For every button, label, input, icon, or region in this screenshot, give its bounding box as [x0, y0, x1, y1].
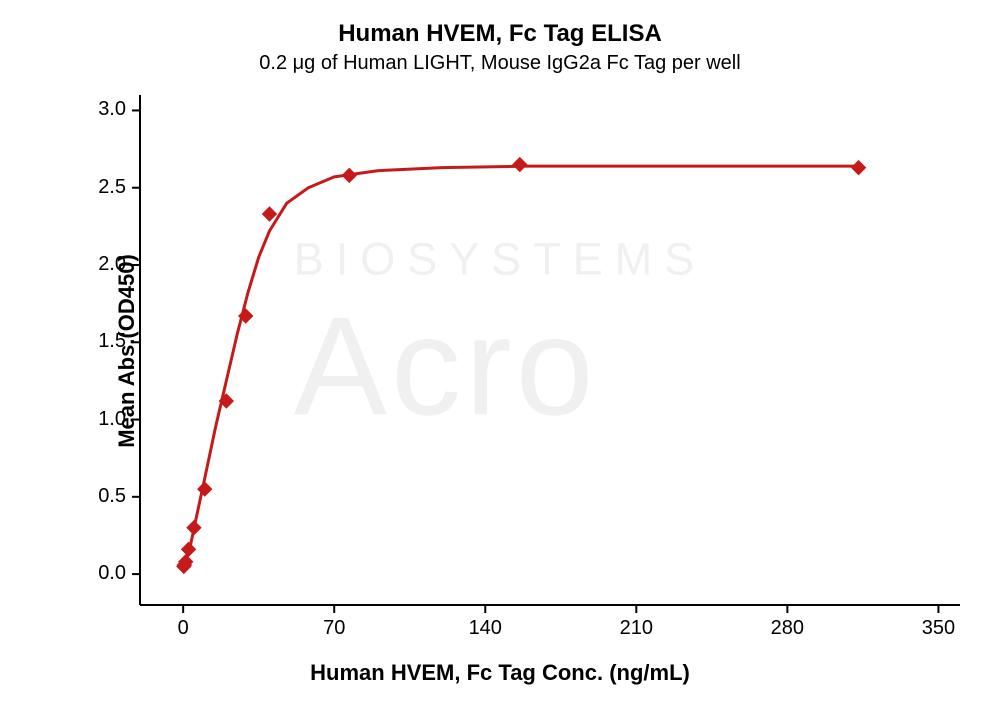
x-tick-label: 210	[616, 617, 656, 640]
y-tick-label: 1.5	[98, 330, 126, 353]
data-point	[342, 168, 356, 182]
data-point	[182, 542, 196, 556]
y-tick-label: 1.0	[98, 408, 126, 431]
x-tick-label: 0	[163, 617, 203, 640]
chart-title: Human HVEM, Fc Tag ELISA	[0, 20, 1000, 48]
x-tick-label: 140	[465, 617, 505, 640]
chart-container: BIOSYSTEMS Acro Human HVEM, Fc Tag ELISA…	[0, 0, 1000, 702]
y-tick-label: 2.0	[98, 253, 126, 276]
x-axis-label: Human HVEM, Fc Tag Conc. (ng/mL)	[0, 660, 1000, 686]
chart-svg	[0, 0, 1000, 702]
data-point	[513, 158, 527, 172]
y-tick-label: 0.5	[98, 485, 126, 508]
x-tick-label: 280	[767, 617, 807, 640]
data-point	[262, 207, 276, 221]
data-point	[852, 161, 866, 175]
fit-curve	[183, 166, 858, 566]
x-tick-label: 70	[314, 617, 354, 640]
chart-subtitle: 0.2 μg of Human LIGHT, Mouse IgG2a Fc Ta…	[0, 52, 1000, 75]
y-tick-label: 3.0	[98, 98, 126, 121]
y-tick-label: 0.0	[98, 562, 126, 585]
y-tick-label: 2.5	[98, 176, 126, 199]
data-point	[187, 521, 201, 535]
x-tick-label: 350	[918, 617, 958, 640]
